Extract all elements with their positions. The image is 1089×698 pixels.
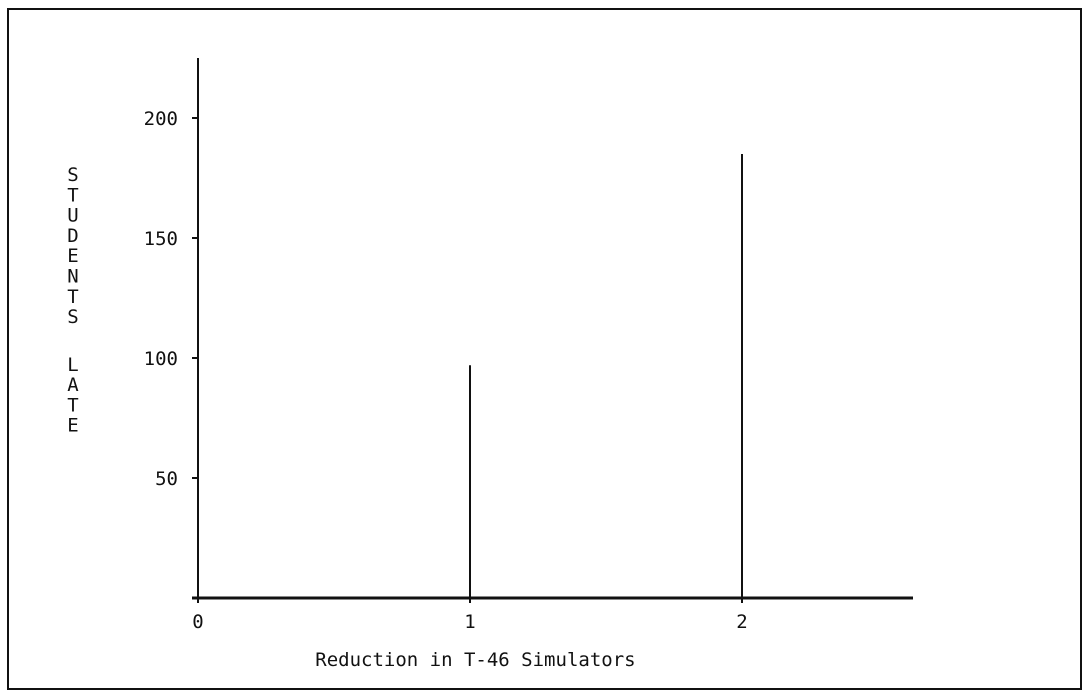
y-axis-label-letter: N bbox=[67, 266, 78, 288]
x-tick-label: 1 bbox=[464, 611, 475, 633]
y-tick-label: 200 bbox=[144, 108, 178, 130]
y-tick-label: 150 bbox=[144, 228, 178, 250]
y-axis-label-letter: T bbox=[67, 286, 78, 308]
y-axis-label-letter: S bbox=[67, 164, 78, 186]
y-axis-label-letter: E bbox=[67, 245, 78, 267]
y-axis-label-letter: U bbox=[67, 205, 78, 227]
y-axis-label-letter: L bbox=[67, 354, 78, 376]
x-tick-label: 0 bbox=[192, 611, 203, 633]
y-axis-label-letter: T bbox=[67, 394, 78, 416]
bars bbox=[469, 154, 743, 598]
chart-frame bbox=[7, 8, 1082, 690]
y-tick-label: 100 bbox=[144, 348, 178, 370]
axes bbox=[192, 58, 913, 600]
y-axis-label-letter: E bbox=[67, 415, 78, 437]
y-tick-label: 50 bbox=[155, 468, 178, 490]
y-axis-label-letter: S bbox=[67, 306, 78, 328]
x-ticks: 0 1 2 bbox=[192, 598, 748, 633]
y-axis-label-letter: D bbox=[67, 225, 78, 247]
y-axis-label-letter: T bbox=[67, 184, 78, 206]
y-ticks: 50 100 150 200 bbox=[144, 108, 198, 490]
x-tick-label: 2 bbox=[736, 611, 747, 633]
y-axis-label-letter: A bbox=[67, 374, 79, 396]
x-axis-label: Reduction in T-46 Simulators bbox=[315, 649, 635, 671]
